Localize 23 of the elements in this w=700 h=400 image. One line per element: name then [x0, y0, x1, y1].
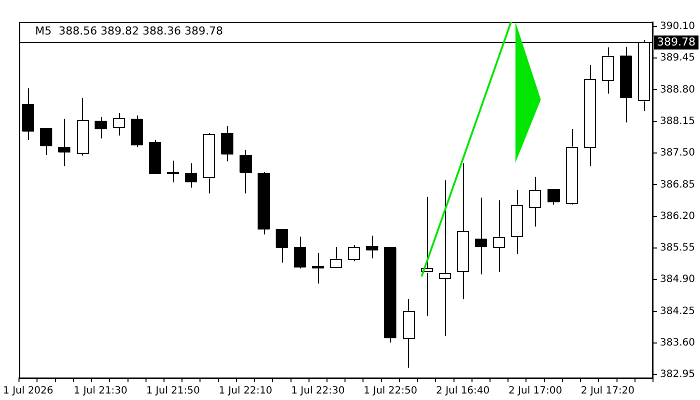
y-tick-label: 384.25: [660, 306, 696, 317]
y-tick-label: 387.50: [660, 148, 696, 159]
y-tick-label: 388.80: [660, 84, 696, 96]
y-tick-label: 389.45: [660, 52, 696, 64]
x-tick-label: 1 Jul 21:50: [146, 386, 200, 397]
x-tick-label: 1 Jul 22:50: [364, 386, 418, 397]
x-tick-label: 2 Jul 17:20: [580, 386, 635, 397]
x-tick-label: 1 Jul 22:10: [218, 386, 272, 397]
x-tick-label: 1 Jul 21:30: [74, 386, 128, 397]
y-tick-label: 386.20: [660, 210, 696, 222]
x-tick-label: 1 Jul 2026: [3, 386, 54, 397]
y-tick-label: 386.85: [660, 179, 696, 190]
chart-title: M5 388.56 389.82 388.36 389.78: [35, 24, 224, 38]
y-tick-label: 388.15: [660, 116, 696, 127]
y-tick-label: 385.55: [660, 242, 696, 254]
y-tick-label: 384.90: [660, 274, 696, 286]
x-tick-label: 2 Jul 17:00: [508, 386, 562, 397]
y-tick-label: 382.95: [660, 369, 696, 380]
x-tick-label: 1 Jul 22:30: [291, 386, 345, 397]
ref-line-label: 389.78: [657, 35, 696, 48]
x-tick-label: 2 Jul 16:40: [436, 386, 490, 397]
y-tick-label: 383.60: [660, 338, 696, 349]
y-tick-label: 390.10: [660, 20, 696, 32]
